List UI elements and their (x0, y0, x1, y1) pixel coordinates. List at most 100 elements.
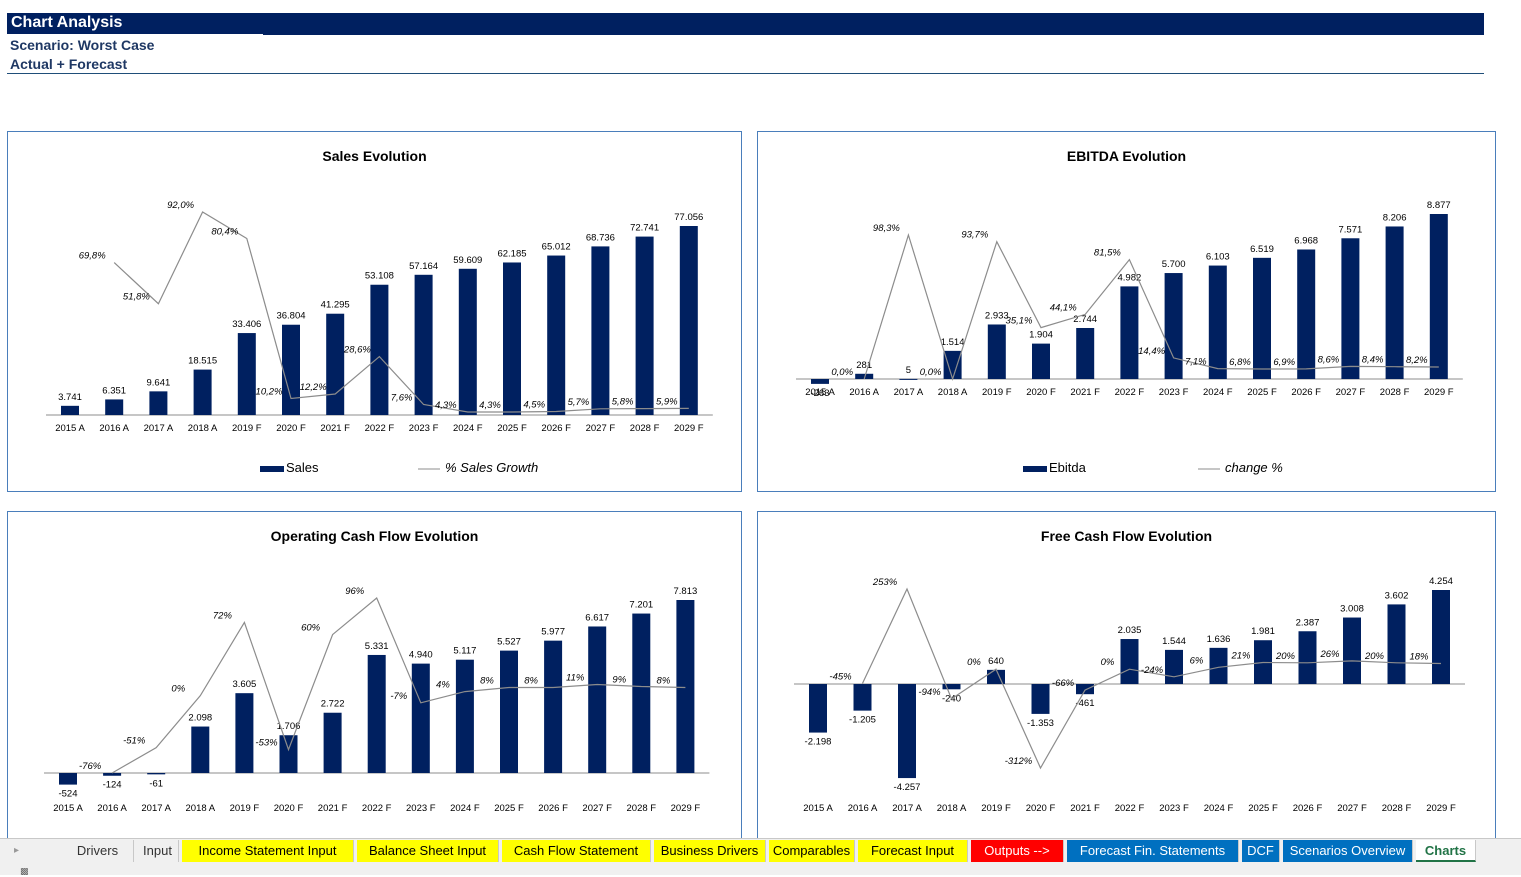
bar[interactable] (1076, 684, 1094, 695)
bar-value-label: -1.205 (849, 715, 876, 726)
header-underline (263, 33, 1484, 35)
bar[interactable] (544, 640, 563, 773)
bar[interactable] (1253, 257, 1271, 379)
bar[interactable] (899, 378, 918, 380)
x-tick-label: 2020 F (1026, 387, 1056, 398)
x-tick-label: 2016 A (99, 423, 129, 434)
bar[interactable] (809, 684, 827, 733)
bar-value-label: 3.741 (58, 392, 82, 403)
bar[interactable] (103, 773, 122, 776)
x-tick-label: 2022 F (1115, 387, 1145, 398)
free-cash-flow-chart-panel[interactable]: Free Cash Flow Evolution 2015 A 2016 A 2017… (757, 511, 1496, 840)
bar[interactable] (105, 399, 124, 415)
bar[interactable] (411, 663, 430, 773)
bar[interactable] (676, 600, 695, 773)
x-tick-label: 2019 F (982, 387, 1012, 398)
bar[interactable] (282, 324, 300, 415)
bar[interactable] (370, 284, 389, 415)
bar[interactable] (367, 654, 386, 773)
bar[interactable] (147, 773, 166, 775)
bar[interactable] (323, 712, 342, 773)
bar[interactable] (811, 379, 829, 384)
bar[interactable] (1208, 265, 1227, 379)
sheet-tab-comparables[interactable]: Comparables (769, 840, 855, 862)
x-tick-label: 2020 F (1026, 803, 1056, 814)
bar[interactable] (235, 693, 254, 773)
sheet-tab-cash-flow-statement[interactable]: Cash Flow Statement (502, 840, 651, 862)
bar[interactable] (455, 659, 474, 773)
bar[interactable] (547, 255, 566, 415)
bar[interactable] (588, 626, 607, 773)
bar[interactable] (458, 268, 477, 415)
bar[interactable] (853, 684, 872, 711)
bar[interactable] (326, 313, 345, 415)
bar[interactable] (942, 684, 961, 690)
bar[interactable] (191, 726, 210, 773)
bar[interactable] (1120, 286, 1139, 379)
sheet-tab-forecast-fin-statements[interactable]: Forecast Fin. Statements (1067, 840, 1239, 862)
chart-svg: Operating Cash Flow Evolution 2015 A 2016 … (44, 528, 710, 814)
bar[interactable] (1429, 214, 1448, 379)
bar[interactable] (987, 324, 1006, 379)
x-tick-label: 2023 F (409, 423, 439, 434)
tab-scroll-left-icon[interactable]: ▸ (14, 845, 20, 856)
sheet-tab-scenarios-overview[interactable]: Scenarios Overview (1283, 840, 1413, 862)
operating-cash-flow-chart-panel[interactable]: Operating Cash Flow Evolution 2015 A 2016 … (7, 511, 742, 840)
macro-record-icon[interactable]: ▩ (20, 866, 29, 876)
sheet-tab-business-drivers[interactable]: Business Drivers (654, 840, 766, 862)
bar[interactable] (1298, 631, 1317, 684)
bar[interactable] (1120, 639, 1139, 684)
bar[interactable] (943, 350, 962, 379)
bar-value-label: 2.035 (1118, 625, 1142, 636)
x-tick-label: 2018 A (186, 803, 216, 814)
bar[interactable] (193, 369, 212, 415)
bar[interactable] (149, 391, 168, 415)
bar[interactable] (237, 333, 256, 415)
growth-line[interactable] (861, 587, 1442, 770)
bar[interactable] (635, 236, 654, 415)
growth-line[interactable] (863, 232, 1439, 382)
bar[interactable] (1164, 273, 1183, 379)
sheet-tab-dcf[interactable]: DCF (1242, 840, 1280, 862)
bar[interactable] (591, 246, 610, 415)
bar[interactable] (59, 773, 77, 785)
sales-chart-panel[interactable]: Sales Evolution 2015 A 2016 A 2017 A 2018 A 2… (7, 131, 742, 492)
bar[interactable] (1432, 590, 1450, 684)
sheet-tab-charts[interactable]: Charts (1416, 840, 1476, 862)
bar[interactable] (855, 373, 874, 379)
line-value-label: 21% (1230, 651, 1251, 662)
bar[interactable] (1387, 604, 1406, 684)
bar[interactable] (1076, 327, 1095, 379)
bar[interactable] (1385, 226, 1404, 379)
sheet-tab-drivers[interactable]: Drivers (62, 840, 134, 862)
mode-label: Actual + Forecast (10, 56, 128, 72)
bar-value-label: 33.406 (232, 319, 261, 330)
bar[interactable] (414, 274, 433, 415)
bar[interactable] (1297, 249, 1316, 379)
bar[interactable] (1209, 647, 1228, 684)
sheet-tab-input[interactable]: Input (137, 840, 179, 862)
line-value-label: 10,2% (256, 387, 283, 398)
sheet-tab-outputs[interactable]: Outputs --> (971, 840, 1064, 862)
sheet-tab-income-statement-input[interactable]: Income Statement Input (182, 840, 354, 862)
x-tick-label: 2020 F (276, 423, 306, 434)
bar[interactable] (279, 735, 298, 773)
bar[interactable] (1031, 684, 1050, 714)
bar[interactable] (679, 226, 698, 415)
growth-line[interactable] (113, 211, 689, 413)
bar[interactable] (632, 613, 651, 773)
bar[interactable] (1032, 343, 1050, 379)
line-value-label: 69,8% (79, 251, 106, 262)
growth-line[interactable] (111, 597, 686, 774)
sheet-tab-balance-sheet-input[interactable]: Balance Sheet Input (357, 840, 499, 862)
bar[interactable] (500, 650, 518, 773)
bar[interactable] (898, 684, 916, 779)
bar[interactable] (1341, 238, 1360, 379)
bar-value-label: 72.741 (630, 223, 659, 234)
sheet-tab-forecast-input[interactable]: Forecast Input (858, 840, 968, 862)
bar[interactable] (503, 262, 521, 415)
bar[interactable] (1165, 649, 1183, 684)
bar[interactable] (1343, 617, 1361, 684)
bar[interactable] (61, 405, 79, 415)
ebitda-chart-panel[interactable]: EBITDA Evolution 2015 A 2016 A 2017 A 2018 A… (757, 131, 1496, 492)
